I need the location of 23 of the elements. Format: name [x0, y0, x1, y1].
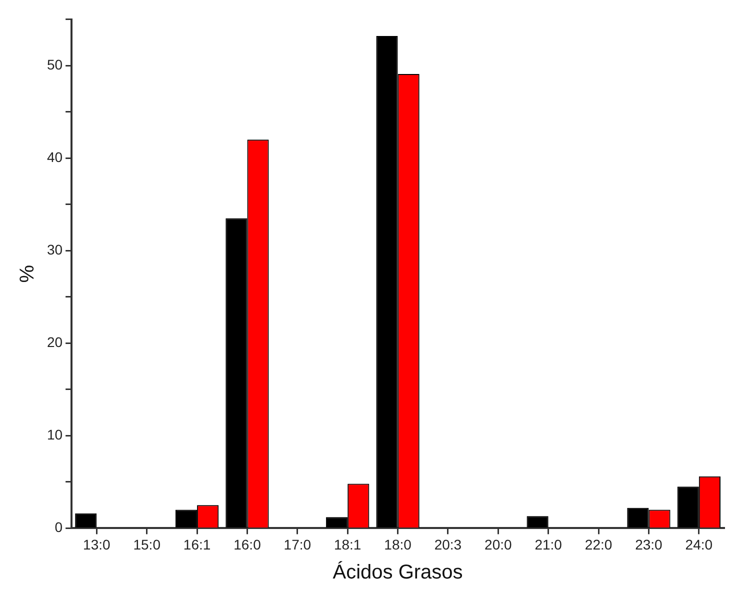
bar: [75, 513, 97, 528]
y-tick-label: 10: [46, 426, 63, 443]
x-tick-label: 20:3: [434, 536, 462, 552]
x-tick-label: 18:0: [384, 536, 412, 552]
x-tick-label: 18:1: [334, 536, 362, 552]
bar: [526, 516, 548, 528]
x-tick-label: 20:0: [484, 536, 512, 552]
x-tick-label: 13:0: [83, 536, 111, 552]
y-tick-label: 20: [46, 334, 63, 350]
x-tick-label: 22:0: [584, 536, 612, 552]
x-tick-label: 23:0: [635, 536, 663, 552]
x-tick-label: 17:0: [284, 536, 312, 552]
y-tick-label: 50: [46, 56, 63, 73]
x-tick-label: 16:1: [183, 536, 211, 552]
y-tick-label: 0: [54, 519, 63, 536]
x-tick-label: 21:0: [534, 536, 562, 552]
y-axis-title: %: [16, 264, 39, 283]
x-axis-title: Ácidos Grasos: [332, 560, 463, 584]
y-tick-label: 40: [46, 149, 63, 166]
y-tick-label: 30: [46, 242, 63, 258]
x-tick-label: 16:0: [234, 536, 262, 552]
x-tick-label: 15:0: [133, 536, 161, 552]
x-tick-label: 24:0: [685, 536, 713, 552]
